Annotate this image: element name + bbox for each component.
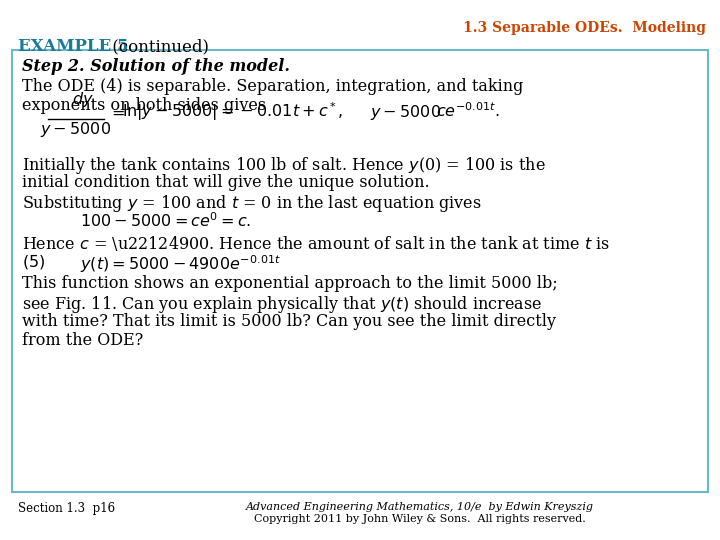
Text: $y-5000$: $y-5000$ xyxy=(370,103,441,122)
Text: exponents on both sides gives: exponents on both sides gives xyxy=(22,97,266,114)
Text: Copyright 2011 by John Wiley & Sons.  All rights reserved.: Copyright 2011 by John Wiley & Sons. All… xyxy=(254,514,586,524)
Text: Hence $c$ = \u22124900. Hence the amount of salt in the tank at time $t$ is: Hence $c$ = \u22124900. Hence the amount… xyxy=(22,234,610,253)
Text: (continued): (continued) xyxy=(107,38,209,55)
Text: This function shows an exponential approach to the limit 5000 lb;: This function shows an exponential appro… xyxy=(22,275,558,292)
Text: $y(t)=5000-4900e^{-0.01t}$: $y(t)=5000-4900e^{-0.01t}$ xyxy=(80,253,281,275)
Text: from the ODE?: from the ODE? xyxy=(22,332,143,349)
Text: 1.3 Separable ODEs.  Modeling: 1.3 Separable ODEs. Modeling xyxy=(463,21,706,35)
Text: EXAMPLE 5: EXAMPLE 5 xyxy=(18,38,128,55)
Text: Substituting $y$ = 100 and $t$ = 0 in the last equation gives: Substituting $y$ = 100 and $t$ = 0 in th… xyxy=(22,193,482,214)
Text: Advanced Engineering Mathematics, 10/e  by Edwin Kreyszig: Advanced Engineering Mathematics, 10/e b… xyxy=(246,502,594,512)
Text: initial condition that will give the unique solution.: initial condition that will give the uni… xyxy=(22,174,430,191)
Text: $ce^{-0.01t}.$: $ce^{-0.01t}.$ xyxy=(436,103,500,122)
Text: $=$: $=$ xyxy=(108,104,125,120)
Text: Step 2. Solution of the model.: Step 2. Solution of the model. xyxy=(22,58,290,75)
Text: $(5)$: $(5)$ xyxy=(22,253,45,271)
Text: Initially the tank contains 100 lb of salt. Hence $y$(0) = 100 is the: Initially the tank contains 100 lb of sa… xyxy=(22,155,546,176)
Text: $dy$: $dy$ xyxy=(72,90,94,109)
Text: with time? That its limit is 5000 lb? Can you see the limit directly: with time? That its limit is 5000 lb? Ca… xyxy=(22,313,556,330)
Text: $\ln|y-5000|=-0.01t+c^*,$: $\ln|y-5000|=-0.01t+c^*,$ xyxy=(122,100,343,123)
Text: The ODE (4) is separable. Separation, integration, and taking: The ODE (4) is separable. Separation, in… xyxy=(22,78,523,95)
Text: see Fig. 11. Can you explain physically that $y(t)$ should increase: see Fig. 11. Can you explain physically … xyxy=(22,294,542,315)
Text: Section 1.3  p16: Section 1.3 p16 xyxy=(18,502,115,515)
Text: $100-5000=ce^0=c.$: $100-5000=ce^0=c.$ xyxy=(80,212,251,231)
FancyBboxPatch shape xyxy=(12,50,708,492)
Text: $y-5000$: $y-5000$ xyxy=(40,120,112,139)
